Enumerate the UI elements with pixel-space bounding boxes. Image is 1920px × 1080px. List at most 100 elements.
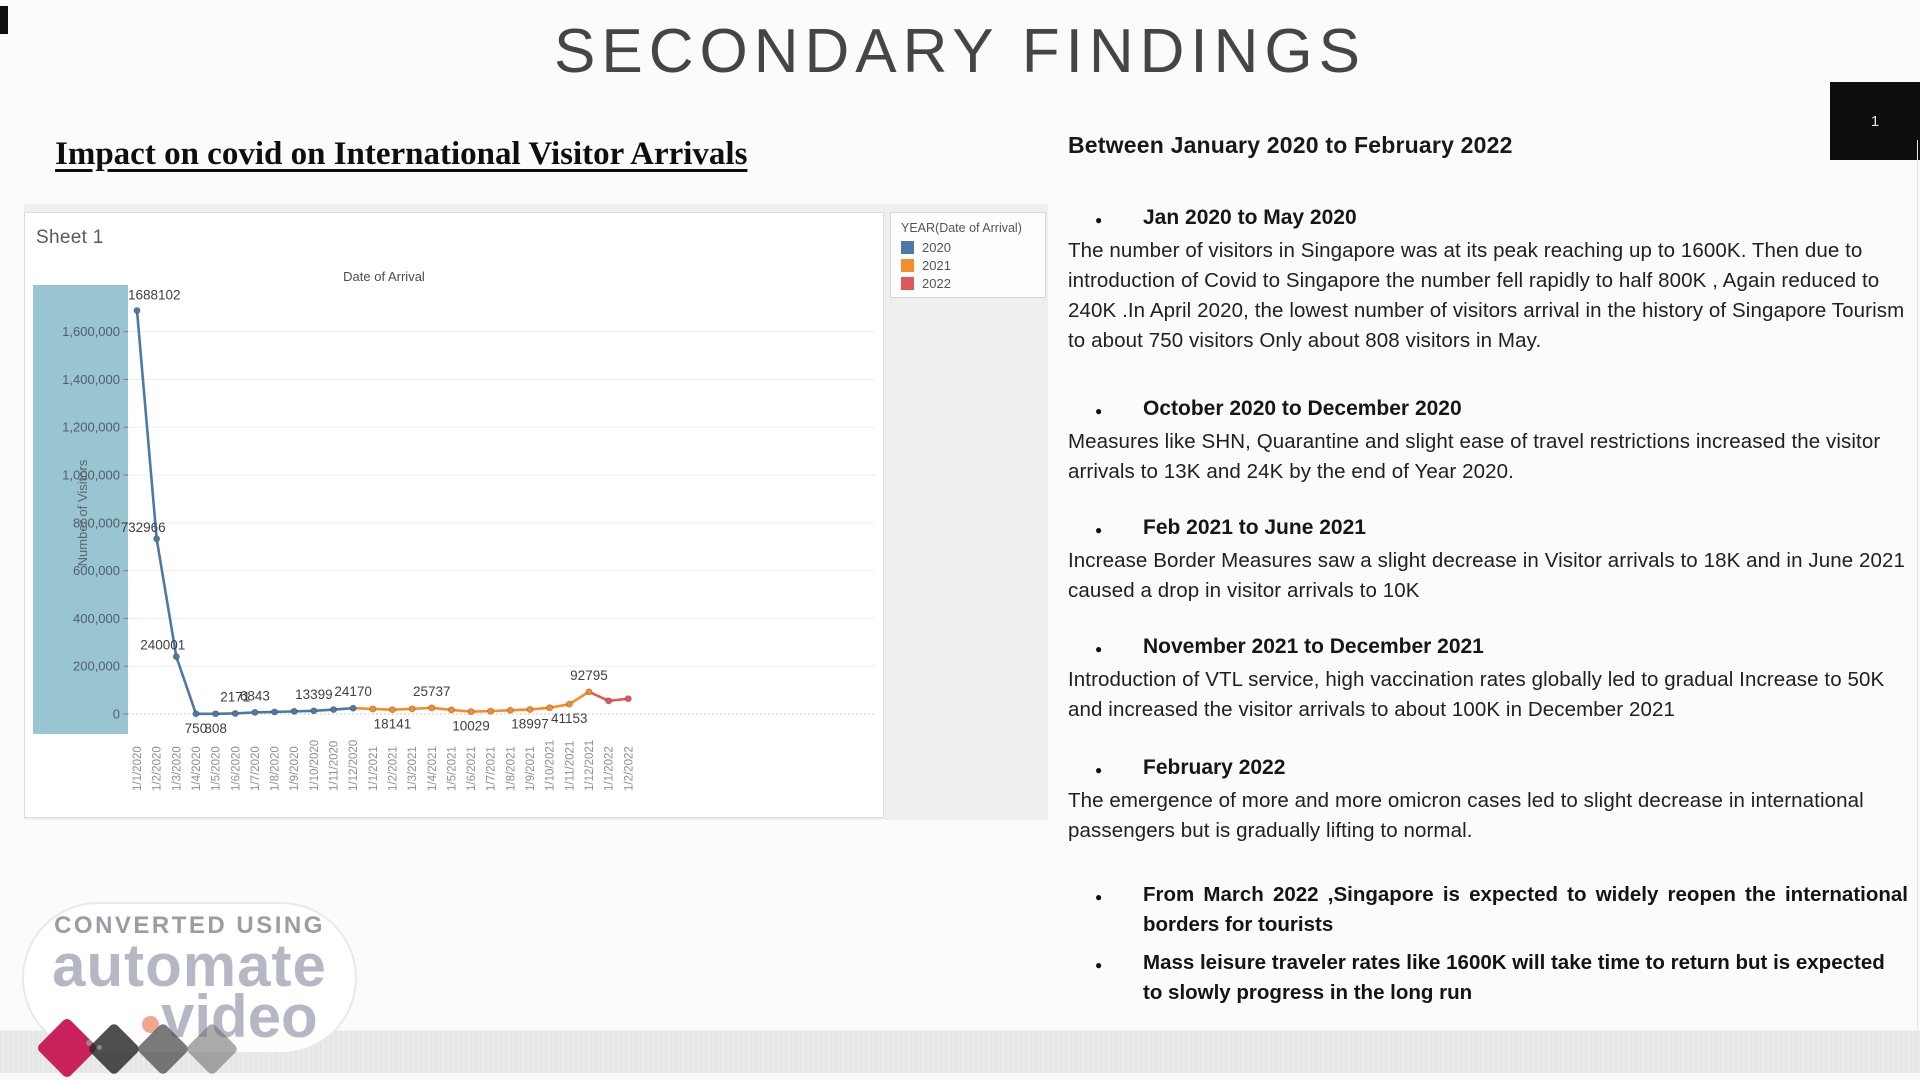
finding-section: ● Jan 2020 to May 2020 The number of vis… [1068,205,1908,356]
svg-text:1/9/2020: 1/9/2020 [289,746,301,791]
svg-text:1/6/2020: 1/6/2020 [230,746,242,791]
watermark-brand-video-row: video [142,983,355,1050]
visitor-line-series [135,309,630,716]
svg-text:18997: 18997 [511,716,549,731]
svg-text:1/2/2022: 1/2/2022 [623,746,635,791]
slide-title: SECONDARY FINDINGS [554,17,1366,86]
svg-text:10029: 10029 [452,719,490,734]
page-number: 1 [1870,112,1880,130]
page-number-badge: 1 [1830,82,1920,160]
svg-text:1/5/2021: 1/5/2021 [446,746,458,791]
visitor-arrivals-line-chart: 0 200,000 400,000 600,000 800,000 1,000,000 1,… [33,269,875,791]
finding-title: October 2020 to December 2020 [1143,397,1462,420]
svg-text:1/7/2021: 1/7/2021 [486,746,498,791]
dot-icon [97,1045,102,1050]
bottom-strip [0,1073,1920,1080]
svg-text:1688102: 1688102 [128,288,181,303]
findings-heading: Between January 2020 to February 2022 [1068,132,1513,158]
svg-text:1/2/2021: 1/2/2021 [387,746,399,791]
svg-text:1/9/2021: 1/9/2021 [525,746,537,791]
svg-text:200,000: 200,000 [73,659,120,674]
chart-legend: YEAR(Date of Arrival) 2020 2021 2022 [890,212,1046,298]
x-axis-labels: 1/1/2020 1/2/2020 1/3/2020 1/4/2020 1/5/2020… [132,740,635,791]
finding-title: February 2022 [1143,756,1286,779]
bullet-icon: ● [1095,523,1103,537]
svg-text:1/6/2021: 1/6/2021 [466,746,478,791]
svg-text:1/10/2021: 1/10/2021 [545,740,557,791]
findings-panel: Between January 2020 to February 2022 ● … [1068,132,1908,1008]
legend-swatch-2021-icon [901,259,914,272]
svg-text:1/2/2020: 1/2/2020 [152,746,164,791]
tableau-dashboard-panel: Sheet 1 0 200,000 400,000 600,000 800,000 1,0… [24,204,1048,820]
finding-body: Increase Border Measures saw a slight de… [1068,549,1906,602]
svg-text:1,600,000: 1,600,000 [62,324,120,339]
finding-body: Introduction of VTL service, high vaccin… [1068,668,1885,721]
dot-icon [86,1040,92,1046]
gridlines-and-yticks: 0 200,000 400,000 600,000 800,000 1,000,000 1,… [62,324,875,722]
closing-bullet: ● From March 2022 ,Singapore is expected… [1068,880,1908,940]
svg-text:1/10/2020: 1/10/2020 [309,740,321,791]
svg-text:1/4/2020: 1/4/2020 [191,746,203,791]
svg-text:1,400,000: 1,400,000 [62,372,120,387]
finding-section: ● February 2022 The emergence of more an… [1068,755,1908,846]
svg-text:24170: 24170 [334,684,372,699]
svg-text:808: 808 [204,721,227,736]
bullet-icon: ● [1095,890,1103,904]
watermark-brand-video: video [161,983,318,1050]
bullet-icon: ● [1095,404,1103,418]
finding-section: ● November 2021 to December 2021 Introdu… [1068,634,1908,725]
svg-text:1/8/2021: 1/8/2021 [505,746,517,791]
closing-bullet-text: From March 2022 ,Singapore is expected t… [1143,883,1908,936]
closing-bullet-text: Mass leisure traveler rates like 1600K w… [1143,951,1885,1004]
svg-text:1/1/2021: 1/1/2021 [368,746,380,791]
axis-selection-highlight [33,285,128,734]
svg-text:18141: 18141 [374,717,412,732]
svg-text:1/7/2020: 1/7/2020 [250,746,262,791]
svg-text:13399: 13399 [295,687,333,702]
finding-section: ● October 2020 to December 2020 Measures… [1068,396,1908,487]
legend-title: YEAR(Date of Arrival) [901,221,1022,235]
svg-text:92795: 92795 [570,668,608,683]
closing-bullet: ● Mass leisure traveler rates like 1600K… [1068,948,1908,1008]
svg-text:1/4/2021: 1/4/2021 [427,746,439,791]
sheet-label: Sheet 1 [36,227,104,248]
svg-text:41153: 41153 [551,711,588,726]
chart-title: Date of Arrival [343,269,425,284]
svg-text:0: 0 [113,707,120,722]
svg-text:1/5/2020: 1/5/2020 [211,746,223,791]
brand-dot-icon [142,1015,159,1033]
bullet-icon: ● [1095,213,1103,227]
finding-body: The number of visitors in Singapore was … [1068,239,1905,352]
svg-text:1/3/2021: 1/3/2021 [407,746,419,791]
svg-text:800,000: 800,000 [73,515,120,530]
corner-mark [0,6,8,34]
svg-text:1/8/2020: 1/8/2020 [270,746,282,791]
legend-swatch-2020-icon [901,241,914,254]
legend-item-2021: 2021 [901,258,1035,273]
svg-text:750: 750 [185,721,208,736]
svg-text:6843: 6843 [240,688,270,703]
svg-text:1/12/2020: 1/12/2020 [348,740,360,791]
finding-title: November 2021 to December 2021 [1143,635,1484,658]
svg-text:732966: 732966 [121,520,166,535]
svg-text:2171: 2171 [220,689,250,704]
watermark-caption: CONVERTED USING [54,912,325,939]
svg-text:1/12/2021: 1/12/2021 [584,740,596,791]
svg-text:1/11/2020: 1/11/2020 [329,741,341,791]
legend-swatch-2022-icon [901,277,914,290]
svg-text:1,000,000: 1,000,000 [62,468,120,483]
legend-item-2020: 2020 [901,240,1035,255]
finding-title: Feb 2021 to June 2021 [1143,516,1366,539]
bullet-icon: ● [1095,642,1103,656]
data-point-markers [133,307,632,718]
svg-text:600,000: 600,000 [73,563,120,578]
finding-title: Jan 2020 to May 2020 [1143,206,1357,229]
svg-text:25737: 25737 [413,684,451,699]
finding-section: ● Feb 2021 to June 2021 Increase Border … [1068,515,1908,606]
finding-body: Measures like SHN, Quarantine and slight… [1068,430,1881,483]
finding-body: The emergence of more and more omicron c… [1068,789,1864,842]
y-axis-title: Number of Visitors [75,459,90,566]
legend-item-2022: 2022 [901,276,1035,291]
bullet-icon: ● [1095,763,1103,777]
